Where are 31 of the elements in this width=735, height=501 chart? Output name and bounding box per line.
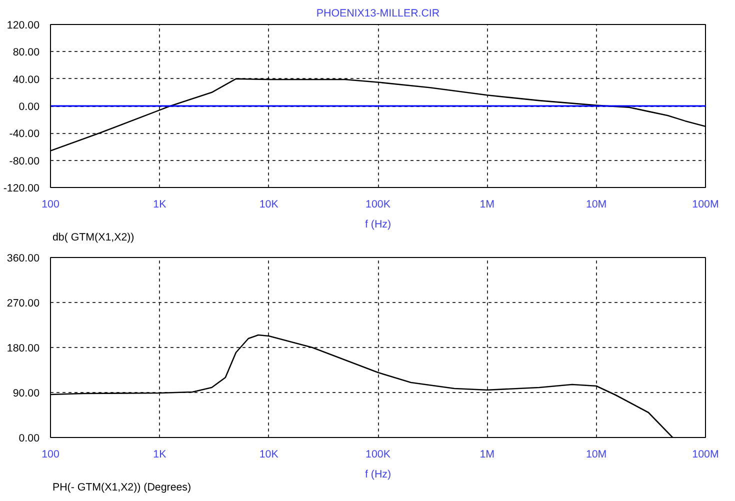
x-tick-label: 100 [42,448,60,460]
y-tick-label: 120.00 [6,20,40,32]
x-axis-title: f (Hz) [364,218,392,230]
x-axis-title: f (Hz) [364,468,392,480]
y-tick-label: 40.00 [12,74,40,86]
x-tick-label: 10K [259,448,278,460]
x-tick-label: 100M [692,198,719,210]
y-tick-label: 360.00 [6,252,40,264]
x-tick-label: 10M [586,198,607,210]
y-tick-label: 90.00 [12,388,40,400]
x-tick-label: 1M [480,198,495,210]
chart-title: PHOENIX13-MILLER.CIR [316,8,440,20]
text: db( GTM(X1,X2)) [52,232,134,244]
y-tick-label: 0.00 [18,101,40,113]
y-tick-label: -40.00 [9,128,40,140]
y-tick-label: 80.00 [12,46,40,59]
x-tick-label: 100K [366,198,390,210]
x-tick-label: 10M [586,448,607,460]
x-tick-label: 10K [259,198,278,210]
x-tick-label: 1K [153,448,166,460]
x-tick-label: 1M [480,448,495,460]
text: PH(- GTM(X1,X2)) (Degrees) [52,482,192,494]
y-tick-label: -120.00 [3,182,40,194]
y-tick-label: 270.00 [6,298,40,310]
x-tick-label: 100 [42,198,60,210]
y-tick-label: 180.00 [6,342,40,354]
x-tick-label: 100K [366,448,390,460]
y-tick-label: 0.00 [18,432,40,444]
x-tick-label: 1K [153,198,166,210]
y-tick-label: -80.00 [9,155,40,168]
x-tick-label: 100M [692,448,719,460]
